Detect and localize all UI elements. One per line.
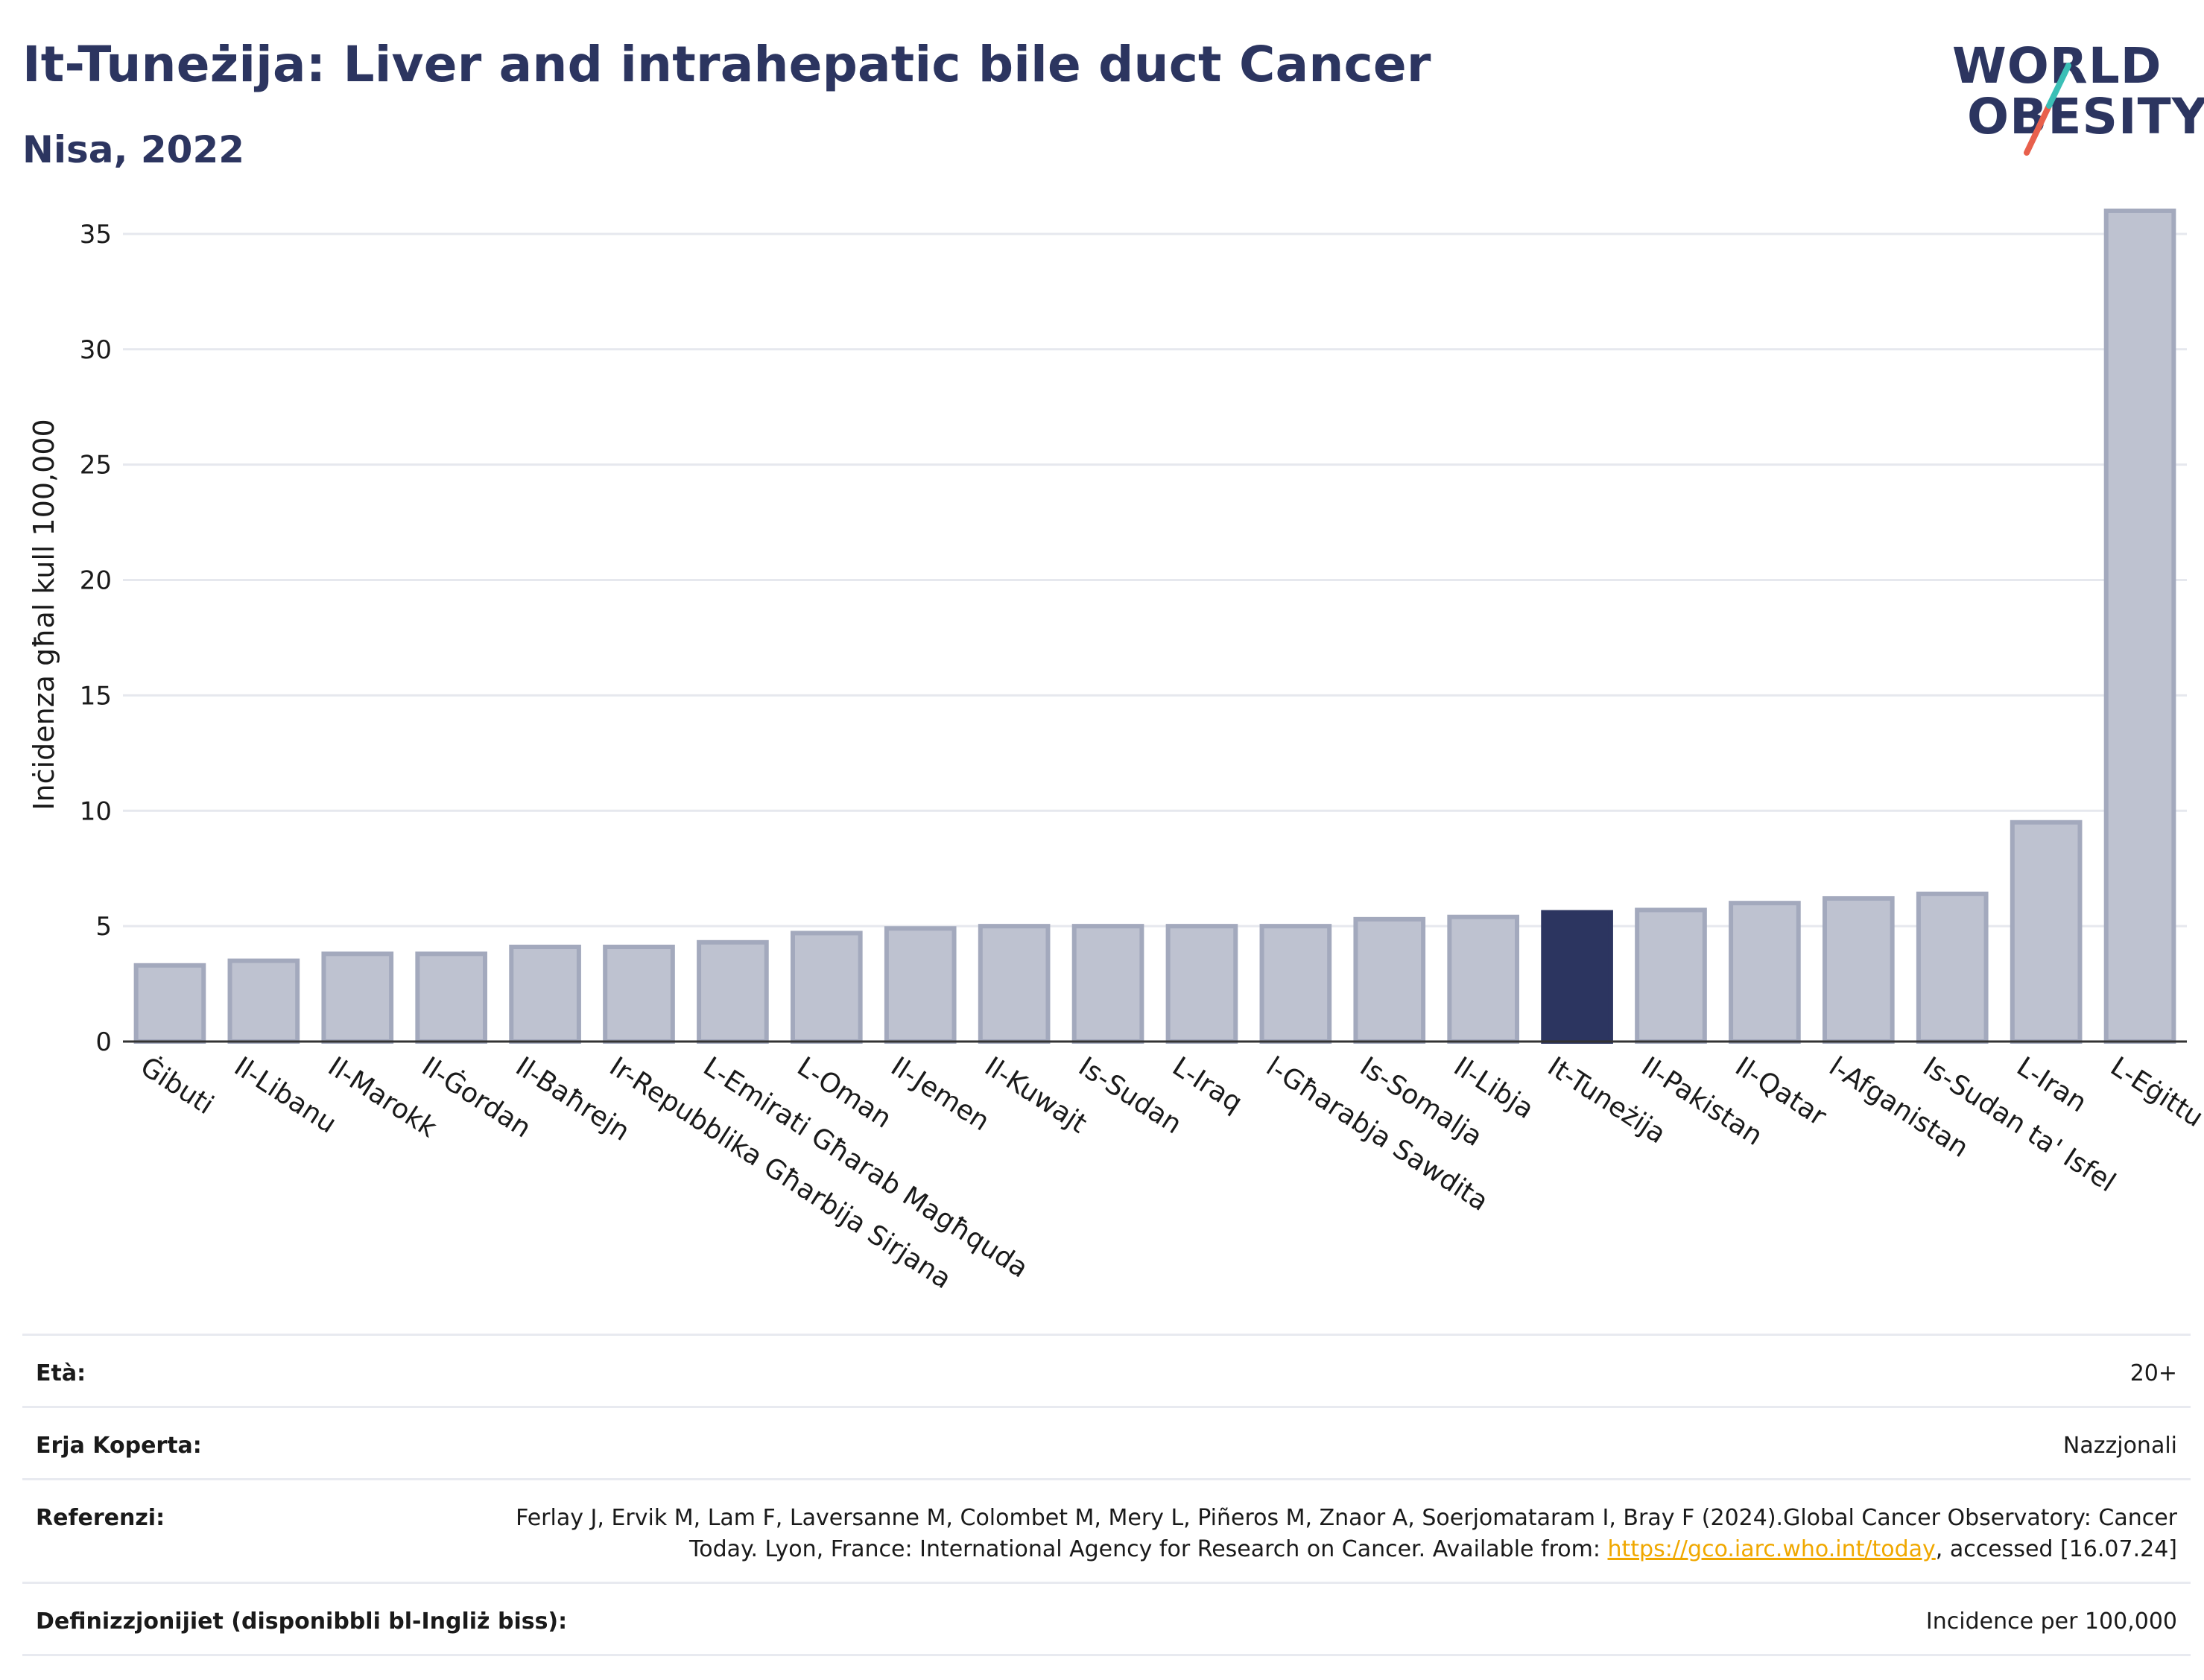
bar-4 xyxy=(509,945,581,1045)
bar-1 xyxy=(227,958,300,1045)
bar-12 xyxy=(1259,924,1332,1044)
world-obesity-logo: WORLD OBESITY xyxy=(1937,30,2204,164)
y-tick-label: 20 xyxy=(80,566,112,596)
footer-row-age: Età: 20+ xyxy=(22,1334,2191,1406)
bar-0 xyxy=(133,963,206,1044)
bar-15 xyxy=(1541,910,1613,1045)
footer-row-coverage: Erja Koperta: Nazzjonali xyxy=(22,1406,2191,1478)
footer-row-references: Referenzi: Ferlay J, Ervik M, Lam F, Lav… xyxy=(22,1478,2191,1582)
chart-footer: Età: 20+ Erja Koperta: Nazzjonali Refere… xyxy=(22,1334,2191,1656)
references-label: Referenzi: xyxy=(36,1505,165,1531)
age-value: 20+ xyxy=(2129,1360,2177,1386)
x-tick-label: Il-Jemen xyxy=(885,1051,995,1137)
bar-3 xyxy=(415,951,488,1045)
definitions-label: Definizzjonijiet (disponibbli bl-Ingliż … xyxy=(36,1608,568,1635)
footer-row-definitions: Definizzjonijiet (disponibbli bl-Ingliż … xyxy=(22,1582,2191,1656)
y-tick-label: 30 xyxy=(80,335,112,365)
references-link[interactable]: https://gco.iarc.who.int/today xyxy=(1607,1536,1936,1562)
bars xyxy=(133,208,2176,1045)
bar-6 xyxy=(697,939,769,1044)
chart-title: It-Tuneżija: Liver and intrahepatic bile… xyxy=(22,36,1431,93)
logo-slash-icon xyxy=(2024,63,2071,156)
y-tick-label: 5 xyxy=(95,912,112,942)
bar-2 xyxy=(321,951,394,1045)
definitions-value: Incidence per 100,000 xyxy=(1925,1608,2177,1635)
bar-13 xyxy=(1353,916,1426,1045)
coverage-label: Erja Koperta: xyxy=(36,1433,202,1459)
x-tick-label: Il-Libanu xyxy=(229,1051,342,1139)
bar-16 xyxy=(1635,907,1707,1045)
bar-5 xyxy=(603,945,675,1045)
references-value: Ferlay J, Ervik M, Lam F, Laversanne M, … xyxy=(463,1503,2177,1565)
bar-20 xyxy=(2010,820,2083,1044)
y-tick-label: 35 xyxy=(80,220,112,250)
gridlines xyxy=(123,232,2187,928)
x-axis-labels: Ġibuti Il-LibanuIl-MarokkIl-ĠordanIl-Baħr… xyxy=(135,1050,2204,1295)
chart-subtitle: Nisa, 2022 xyxy=(22,128,245,171)
bar-8 xyxy=(884,926,957,1044)
y-tick-label: 0 xyxy=(95,1027,112,1057)
y-tick-label: 10 xyxy=(80,796,112,826)
age-label: Età: xyxy=(36,1360,86,1386)
logo-line-2: OBESITY xyxy=(1967,88,2204,145)
y-tick-label: 25 xyxy=(80,451,112,481)
x-tick-label: L-Eġittu xyxy=(2105,1051,2204,1133)
y-tick-label: 15 xyxy=(80,681,112,711)
y-axis-label: Inċidenza għal kull 100,000 xyxy=(28,419,60,810)
bar-19 xyxy=(1916,891,1989,1044)
bar-chart: 0 5 10 15 20 25 30 35 Ġibuti Il-LibanuIl-MarokkI… xyxy=(28,208,2204,1295)
bar-11 xyxy=(1165,924,1238,1044)
bar-10 xyxy=(1071,924,1144,1044)
x-tick-label: Il-Kuwajt xyxy=(979,1051,1092,1139)
coverage-value: Nazzjonali xyxy=(2062,1433,2177,1459)
bar-21 xyxy=(2103,208,2176,1044)
bar-18 xyxy=(1822,896,1895,1044)
references-accessed: , accessed [16.07.24] xyxy=(1935,1536,2177,1562)
bar-7 xyxy=(790,931,863,1044)
x-tick-label: Is-Sudan xyxy=(1073,1051,1187,1140)
references-text: Ferlay J, Ervik M, Lam F, Laversanne M, … xyxy=(516,1505,2177,1562)
bar-14 xyxy=(1447,914,1520,1045)
x-tick-label: Ġibuti xyxy=(135,1050,219,1120)
y-axis-ticks: 0 5 10 15 20 25 30 35 xyxy=(80,220,112,1057)
bar-17 xyxy=(1729,901,1801,1044)
bar-9 xyxy=(978,924,1051,1044)
